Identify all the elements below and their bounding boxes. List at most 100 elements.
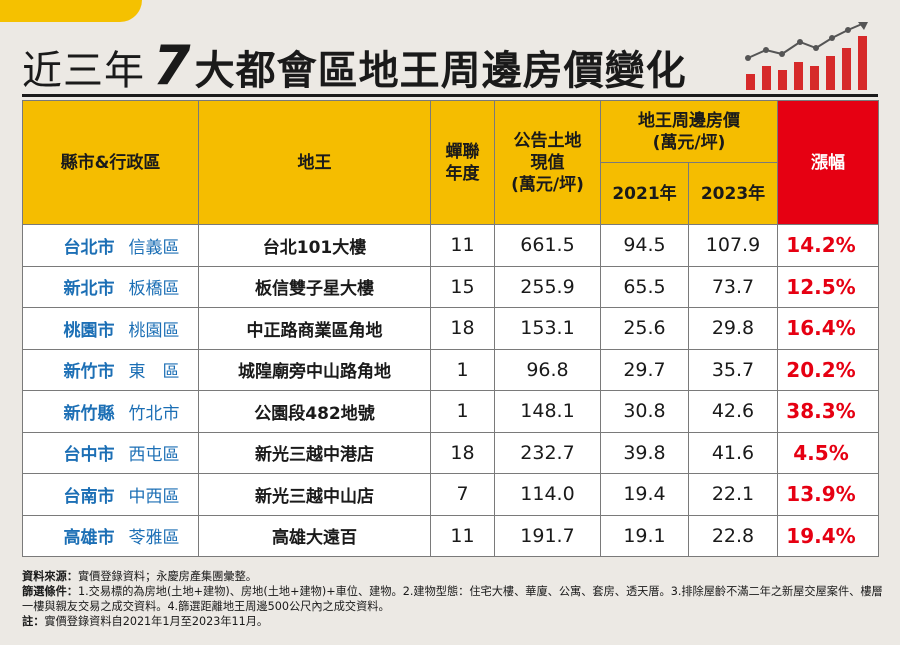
cell-city-district: 台中市 西屯區 (22, 431, 199, 474)
cell-rise: 4.5% (777, 431, 879, 474)
cell-city-district: 台北市 信義區 (22, 224, 199, 267)
header-2023: 2023年 (688, 162, 778, 225)
corner-accent-tab (0, 0, 142, 22)
header-city: 縣市&行政區 (22, 100, 199, 225)
cell-rise: 14.2% (777, 224, 879, 267)
cell-years: 18 (430, 431, 495, 474)
cell-city-district: 台南市 中西區 (22, 473, 199, 516)
table-row: 台中市 西屯區 新光三越中港店 18 232.7 39.8 41.6 4.5% (22, 431, 879, 474)
title-underline (22, 94, 878, 97)
cell-land-value: 191.7 (494, 514, 601, 557)
cell-site: 城隍廟旁中山路角地 (198, 348, 431, 391)
price-table: 縣市&行政區 地王 蟬聯 年度 公告土地 現值 (萬元/坪) 地王周邊房價 (萬… (22, 100, 879, 557)
cell-rise: 19.4% (777, 514, 879, 557)
cell-city-district: 新竹市東 區 (22, 348, 199, 391)
cell-price-2023: 35.7 (688, 348, 778, 391)
cell-years: 1 (430, 390, 495, 433)
cell-land-value: 232.7 (494, 431, 601, 474)
note-criteria-label: 篩選條件： (22, 585, 78, 598)
cell-site: 板信雙子星大樓 (198, 265, 431, 308)
cell-rise: 38.3% (777, 390, 879, 433)
cell-city: 台北市 (63, 237, 115, 258)
title-number: 7 (153, 34, 191, 97)
note-criteria-text: 1.交易標的為房地(土地+建物)、房地(土地+建物)+車位、建物。2.建物型態：… (22, 585, 883, 613)
rising-bar-chart-icon (745, 22, 868, 90)
title-main: 大都會區地王周邊房價變化 (194, 48, 687, 94)
cell-years: 18 (430, 307, 495, 350)
cell-city-district: 新竹縣 竹北市 (22, 390, 199, 433)
cell-district: 桃園區 (128, 320, 180, 341)
cell-city-district: 桃園市 桃園區 (22, 307, 199, 350)
page-title: 近三年 7 大都會區地王周邊房價變化 (22, 34, 687, 97)
cell-land-value: 153.1 (494, 307, 601, 350)
cell-city: 高雄市 (63, 528, 115, 549)
cell-price-2023: 107.9 (688, 224, 778, 267)
cell-price-2023: 29.8 (688, 307, 778, 350)
cell-years: 11 (430, 224, 495, 267)
cell-price-2021: 39.8 (600, 431, 689, 474)
table-row: 新竹縣 竹北市 公園段482地號 1 148.1 30.8 42.6 38.3% (22, 390, 879, 433)
header-rise: 漲幅 (777, 100, 879, 225)
cell-district: 東 區 (128, 362, 180, 383)
note-source: 資料來源：實價登錄資料；永慶房產集團彙整。 (22, 569, 884, 584)
cell-site: 公園段482地號 (198, 390, 431, 433)
cell-land-value: 96.8 (494, 348, 601, 391)
cell-price-2023: 41.6 (688, 431, 778, 474)
header-years: 蟬聯 年度 (430, 100, 495, 225)
table-row: 新竹市東 區城隍廟旁中山路角地 1 96.8 29.7 35.7 20.2% (22, 348, 879, 391)
note-period-label: 註： (22, 615, 45, 628)
cell-site: 新光三越中港店 (198, 431, 431, 474)
cell-price-2023: 73.7 (688, 265, 778, 308)
cell-rise: 12.5% (777, 265, 879, 308)
cell-district: 苓雅區 (128, 528, 180, 549)
cell-city: 新竹縣 (63, 403, 115, 424)
cell-city: 台中市 (63, 445, 115, 466)
cell-city: 新北市 (63, 279, 115, 300)
cell-rise: 20.2% (777, 348, 879, 391)
cell-years: 1 (430, 348, 495, 391)
header-land-value: 公告土地 現值 (萬元/坪) (494, 100, 601, 225)
cell-price-2023: 22.1 (688, 473, 778, 516)
table-row: 新北市 板橋區 板信雙子星大樓 15 255.9 65.5 73.7 12.5% (22, 265, 879, 308)
header-2021: 2021年 (600, 162, 689, 225)
note-criteria: 篩選條件：1.交易標的為房地(土地+建物)、房地(土地+建物)+車位、建物。2.… (22, 584, 884, 614)
cell-city-district: 新北市 板橋區 (22, 265, 199, 308)
cell-price-2021: 19.1 (600, 514, 689, 557)
title-prefix: 近三年 (22, 48, 145, 94)
cell-district: 中西區 (128, 486, 180, 507)
cell-price-2023: 42.6 (688, 390, 778, 433)
cell-site: 中正路商業區角地 (198, 307, 431, 350)
cell-land-value: 661.5 (494, 224, 601, 267)
note-period-text: 實價登錄資料自2021年1月至2023年11月。 (44, 615, 269, 628)
cell-years: 7 (430, 473, 495, 516)
cell-price-2021: 65.5 (600, 265, 689, 308)
cell-years: 11 (430, 514, 495, 557)
cell-city: 桃園市 (63, 320, 115, 341)
cell-site: 高雄大遠百 (198, 514, 431, 557)
cell-district: 信義區 (128, 237, 180, 258)
footnotes: 資料來源：實價登錄資料；永慶房產集團彙整。 篩選條件：1.交易標的為房地(土地+… (22, 569, 884, 629)
cell-site: 台北101大樓 (198, 224, 431, 267)
cell-price-2021: 30.8 (600, 390, 689, 433)
note-period: 註：實價登錄資料自2021年1月至2023年11月。 (22, 614, 884, 629)
cell-price-2021: 29.7 (600, 348, 689, 391)
table-row: 高雄市 苓雅區 高雄大遠百 11 191.7 19.1 22.8 19.4% (22, 514, 879, 557)
cell-years: 15 (430, 265, 495, 308)
cell-price-2021: 94.5 (600, 224, 689, 267)
cell-district: 西屯區 (128, 445, 180, 466)
note-source-text: 實價登錄資料；永慶房產集團彙整。 (77, 570, 257, 583)
note-source-label: 資料來源： (22, 570, 78, 583)
cell-land-value: 114.0 (494, 473, 601, 516)
cell-rise: 13.9% (777, 473, 879, 516)
cell-price-2023: 22.8 (688, 514, 778, 557)
cell-rise: 16.4% (777, 307, 879, 350)
header-price-group: 地王周邊房價 (萬元/坪) (600, 100, 778, 163)
cell-city: 新竹市 (63, 362, 115, 383)
table-row: 台北市 信義區 台北101大樓 11 661.5 94.5 107.9 14.2% (22, 224, 879, 267)
cell-price-2021: 25.6 (600, 307, 689, 350)
cell-price-2021: 19.4 (600, 473, 689, 516)
table-row: 桃園市 桃園區 中正路商業區角地 18 153.1 25.6 29.8 16.4% (22, 307, 879, 350)
cell-district: 板橋區 (128, 279, 180, 300)
cell-city: 台南市 (63, 486, 115, 507)
cell-city-district: 高雄市 苓雅區 (22, 514, 199, 557)
